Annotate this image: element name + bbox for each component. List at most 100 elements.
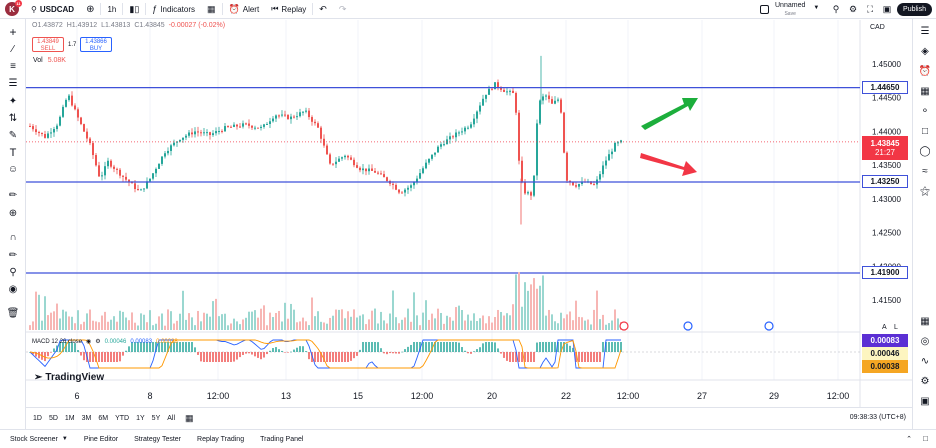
- redo-button[interactable]: ↷: [333, 0, 353, 19]
- fib-icon[interactable]: ≡: [10, 61, 16, 72]
- candle-body: [203, 132, 205, 134]
- layout-name-button[interactable]: Unnamed Save ▼: [760, 2, 819, 18]
- zoom-icon[interactable]: ⊕: [8, 208, 18, 219]
- timeframe-button[interactable]: 1h: [101, 0, 122, 19]
- collapse-icon[interactable]: ⌃: [906, 436, 912, 443]
- tab-label: Stock Screener: [10, 435, 58, 443]
- clock-readout[interactable]: 09:38:33 (UTC+8): [849, 414, 906, 421]
- compare-button[interactable]: ⊕: [80, 0, 100, 19]
- eye-icon[interactable]: ◉: [86, 339, 92, 345]
- lock-draw-icon[interactable]: ✏: [8, 250, 18, 261]
- templates-button[interactable]: ▦: [201, 0, 222, 19]
- chat-icon[interactable]: □: [921, 126, 929, 137]
- volume-bar: [494, 316, 496, 330]
- range-ytd[interactable]: YTD: [115, 415, 130, 422]
- calendar-icon[interactable]: ▦: [185, 413, 194, 423]
- range-6m[interactable]: 6M: [98, 415, 109, 422]
- fib-icon[interactable]: ☰: [8, 78, 18, 89]
- fullscreen-icon[interactable]: ⛶: [866, 4, 874, 14]
- currency-label[interactable]: CAD: [870, 24, 885, 31]
- candle-body: [551, 99, 553, 104]
- alert-button[interactable]: ⏰ Alert: [223, 0, 266, 19]
- candle-body: [470, 124, 472, 128]
- volume-bar: [221, 314, 223, 330]
- pulse-icon[interactable]: ∿: [920, 356, 930, 367]
- bell-icon[interactable]: ⚝: [920, 186, 930, 197]
- account-avatar[interactable]: K 11: [5, 0, 22, 16]
- brush-icon[interactable]: ✎: [8, 130, 18, 141]
- grid-icon[interactable]: ▦: [920, 316, 930, 327]
- sell-button[interactable]: 1.43849 SELL: [32, 37, 64, 52]
- signal-icon[interactable]: ≈: [922, 166, 928, 177]
- range-5y[interactable]: 5Y: [151, 415, 161, 422]
- macd-histogram-bar: [125, 350, 127, 352]
- candle-body: [164, 153, 166, 157]
- buy-button[interactable]: 1.43866 BUY: [80, 37, 112, 52]
- log-scale-button[interactable]: L: [894, 324, 898, 331]
- ruler-icon[interactable]: ✏: [8, 190, 18, 201]
- macd-histogram-bar: [230, 352, 232, 362]
- emoji-icon[interactable]: ☺: [7, 164, 19, 175]
- watchlist-icon[interactable]: ☰: [920, 26, 930, 37]
- volume-bar: [404, 317, 406, 330]
- alerts-icon[interactable]: ⏰: [918, 66, 932, 77]
- measure-icon[interactable]: ⇅: [8, 113, 18, 124]
- macd-histogram-bar: [92, 352, 94, 362]
- search-icon[interactable]: ⚲: [832, 4, 840, 14]
- trendline-icon[interactable]: ∕: [12, 44, 14, 55]
- bottom-panel-tabs: Stock Screener ▼ Pine Editor Strategy Tes…: [0, 429, 936, 448]
- replay-button[interactable]: ⏮ Replay: [265, 0, 312, 19]
- trash-icon[interactable]: 🗑: [6, 308, 20, 319]
- candle-body: [287, 115, 289, 120]
- help-icon[interactable]: ◯: [919, 146, 931, 157]
- publish-button[interactable]: Publish: [897, 3, 932, 16]
- gear-icon[interactable]: ⚙: [848, 4, 858, 14]
- target-icon[interactable]: ◎: [920, 336, 930, 347]
- volume-bar: [527, 290, 529, 330]
- volume-bar: [434, 318, 436, 330]
- range-1y[interactable]: 1Y: [136, 415, 145, 422]
- calendar-icon[interactable]: ▦: [920, 86, 930, 97]
- auto-scale-button[interactable]: A: [882, 324, 887, 331]
- tab-trading-panel[interactable]: Trading Panel: [260, 436, 303, 443]
- volume-bar: [263, 305, 265, 330]
- range-all[interactable]: All: [167, 415, 176, 422]
- ideas-icon[interactable]: ⚬: [920, 106, 930, 117]
- expand-icon[interactable]: ▣: [920, 396, 930, 407]
- tools-icon[interactable]: ⚙: [920, 376, 930, 387]
- tab-stock-screener[interactable]: Stock Screener ▼: [10, 436, 68, 443]
- candle-body: [38, 132, 40, 134]
- volume-bar: [212, 301, 214, 330]
- symbol-search-button[interactable]: ⚲ USDCAD: [25, 0, 80, 19]
- candle-body: [86, 131, 88, 139]
- tab-pine-editor[interactable]: Pine Editor: [84, 436, 118, 443]
- tab-replay-trading[interactable]: Replay Trading: [197, 436, 244, 443]
- macd-histogram-bar: [110, 352, 112, 362]
- chart-type-button[interactable]: ▮▯: [123, 0, 145, 19]
- crosshair-icon[interactable]: +: [9, 25, 17, 39]
- range-1m[interactable]: 1M: [64, 415, 75, 422]
- range-3m[interactable]: 3M: [81, 415, 92, 422]
- magnet-icon[interactable]: ∩: [9, 232, 17, 243]
- candle-body: [614, 142, 616, 152]
- macd-histogram-bar: [140, 342, 142, 352]
- volume-bar: [593, 309, 595, 330]
- layers-icon[interactable]: ◈: [921, 46, 929, 57]
- range-5d[interactable]: 5D: [48, 415, 58, 422]
- maximize-icon[interactable]: □: [923, 434, 928, 443]
- candle-body: [461, 131, 463, 133]
- text-icon[interactable]: T: [9, 147, 17, 159]
- undo-button[interactable]: ↶: [313, 0, 333, 19]
- camera-icon[interactable]: ▣: [882, 4, 892, 14]
- candle-body: [380, 173, 382, 175]
- tab-strategy-tester[interactable]: Strategy Tester: [134, 436, 181, 443]
- pattern-icon[interactable]: ✦: [8, 96, 18, 107]
- indicators-button[interactable]: ƒ Indicators: [146, 0, 201, 19]
- gear-icon[interactable]: ⚙: [95, 339, 101, 345]
- macd-histogram-bar: [377, 342, 379, 352]
- eye-icon[interactable]: ◉: [8, 284, 18, 295]
- lock-icon[interactable]: ⚲: [9, 267, 17, 278]
- candle-body: [383, 174, 385, 178]
- range-1d[interactable]: 1D: [33, 415, 42, 422]
